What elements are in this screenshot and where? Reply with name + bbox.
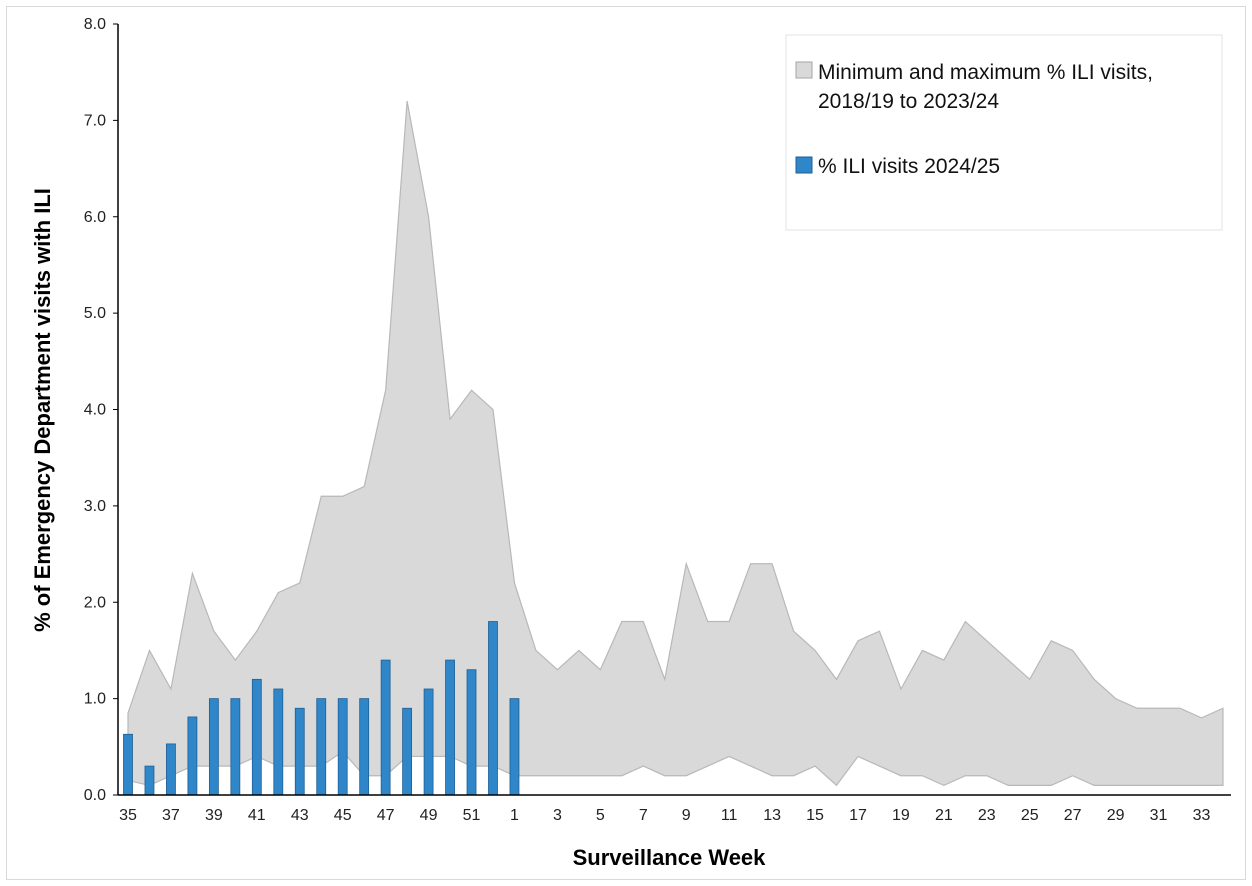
- x-tick-label: 33: [1193, 807, 1211, 824]
- range-area-layer: [127, 100, 1224, 787]
- min-max-range-area: [127, 100, 1224, 787]
- x-tick-label: 13: [763, 807, 781, 824]
- bar-week-51: [466, 669, 477, 796]
- x-tick-label: 23: [978, 807, 996, 824]
- legend-box: [785, 34, 1223, 231]
- bar-week-38: [187, 716, 198, 796]
- x-tick-label: 9: [682, 807, 691, 824]
- bar-week-49: [423, 688, 434, 796]
- bar-week-36: [144, 765, 155, 796]
- x-tick-label: 35: [119, 807, 137, 824]
- bar-week-48: [402, 707, 413, 796]
- bar-week-47: [380, 659, 391, 796]
- x-tick-label: 17: [849, 807, 867, 824]
- bar-week-50: [445, 659, 455, 796]
- y-tick-label: 4.0: [84, 402, 106, 419]
- x-tick-label: 29: [1107, 807, 1125, 824]
- y-tick-label: 5.0: [84, 305, 106, 322]
- bar-week-46: [359, 698, 370, 796]
- bar-week-35: [123, 733, 133, 796]
- legend-label-bars: % ILI visits 2024/25: [818, 155, 1000, 178]
- bar-week-44: [316, 698, 327, 796]
- legend-label-range: Minimum and maximum % ILI visits, 2018/19…: [818, 61, 1153, 113]
- x-tick-label: 15: [806, 807, 824, 824]
- x-tick-label: 1: [510, 807, 519, 824]
- bar-week-1: [509, 698, 520, 796]
- x-tick-label: 37: [162, 807, 180, 824]
- x-tick-label: 21: [935, 807, 953, 824]
- y-tick-label: 1.0: [84, 691, 106, 708]
- x-tick-label: 49: [420, 807, 438, 824]
- bar-week-39: [208, 698, 219, 796]
- y-tick-labels: 0.0 1.0 2.0 3.0 4.0 5.0 6.0 7.0 8.0: [84, 16, 118, 804]
- x-tick-label: 45: [334, 807, 352, 824]
- x-tick-label: 11: [721, 807, 738, 824]
- x-tick-label: 39: [205, 807, 223, 824]
- y-axis-title: % of Emergency Department visits with IL…: [30, 188, 55, 632]
- bar-week-42: [273, 688, 284, 796]
- x-tick-labels: 35 37 39 41 43 45 47 49 51 1 3 5 7 9 11 13 15 17 19 21 23 25 2…: [119, 807, 1210, 824]
- bar-week-40: [230, 698, 241, 796]
- legend: Minimum and maximum % ILI visits, 2018/19…: [785, 34, 1223, 231]
- x-tick-label: 25: [1021, 807, 1039, 824]
- y-tick-label: 6.0: [84, 209, 106, 226]
- x-tick-label: 5: [596, 807, 605, 824]
- x-axis-title: Surveillance Week: [573, 845, 767, 870]
- y-tick-label: 7.0: [84, 112, 106, 129]
- x-tick-label: 51: [463, 807, 481, 824]
- bar-week-43: [294, 707, 305, 796]
- legend-swatch-range: [795, 61, 813, 79]
- x-tick-label: 7: [639, 807, 648, 824]
- y-tick-label: 3.0: [84, 498, 106, 515]
- x-tick-label: 19: [892, 807, 910, 824]
- bar-week-45: [337, 698, 348, 796]
- x-tick-label: 31: [1150, 807, 1168, 824]
- x-tick-label: 41: [248, 807, 266, 824]
- y-tick-label: 2.0: [84, 594, 106, 611]
- x-tick-label: 3: [553, 807, 562, 824]
- bar-week-52: [488, 621, 498, 796]
- bar-week-41: [251, 678, 262, 796]
- bar-week-37: [166, 743, 176, 796]
- y-tick-label: 0.0: [84, 787, 106, 804]
- x-tick-label: 27: [1064, 807, 1082, 824]
- x-tick-label: 43: [291, 807, 309, 824]
- x-tick-label: 47: [377, 807, 395, 824]
- legend-swatch-bars: [795, 156, 813, 174]
- y-tick-label: 8.0: [84, 16, 106, 33]
